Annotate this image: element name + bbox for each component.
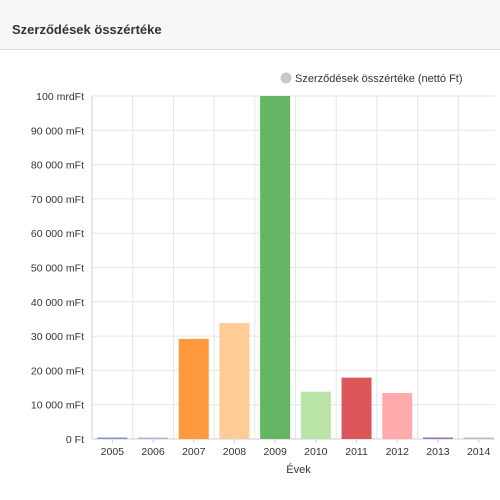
bar-2005 — [97, 437, 128, 439]
bar-2012 — [382, 393, 413, 439]
y-tick-label: 70 000 mFt — [31, 194, 84, 206]
y-tick-label: 40 000 mFt — [31, 297, 84, 309]
y-tick-label: 0 Ft — [66, 434, 84, 446]
y-tick-label: 80 000 mFt — [31, 160, 84, 172]
bar-chart: 0 Ft 10 000 mFt 20 000 mFt 30 000 mFt 40 000… — [31, 72, 495, 476]
y-tick-label: 10 000 mFt — [31, 400, 84, 412]
x-tick-label: 2006 — [141, 446, 165, 458]
bar-2013 — [422, 437, 453, 439]
x-tick-label: 2013 — [426, 446, 450, 458]
panel-title: Szerződések összértéke — [12, 22, 162, 37]
x-tick-label: 2012 — [386, 446, 410, 458]
panel-header: Szerződések összértéke — [0, 0, 500, 50]
legend-marker — [280, 72, 292, 84]
bar-2006 — [138, 437, 169, 439]
y-tick-label: 90 000 mFt — [31, 125, 84, 137]
bar-2014 — [463, 437, 494, 439]
y-tick-label: 100 mrdFt — [36, 91, 84, 103]
y-tick-label: 60 000 mFt — [31, 228, 84, 240]
x-tick-label: 2011 — [345, 446, 368, 458]
legend-label: Szerződések összértéke (nettó Ft) — [295, 73, 463, 85]
bar-2008 — [219, 323, 250, 439]
x-axis-title: Évek — [286, 463, 311, 476]
x-tick-label: 2007 — [182, 446, 206, 458]
x-tick-label: 2010 — [304, 446, 328, 458]
y-tick-label: 50 000 mFt — [31, 263, 84, 275]
bar-2009 — [260, 96, 291, 439]
x-tick-label: 2005 — [101, 446, 125, 458]
x-tick-label: 2009 — [263, 446, 287, 458]
y-tick-label: 30 000 mFt — [31, 331, 84, 343]
x-tick-label: 2014 — [467, 446, 491, 458]
bar-2011 — [341, 377, 372, 439]
y-tick-label: 20 000 mFt — [31, 365, 84, 377]
bar-2007 — [178, 338, 209, 439]
bar-2010 — [300, 391, 331, 439]
x-tick-label: 2008 — [223, 446, 247, 458]
